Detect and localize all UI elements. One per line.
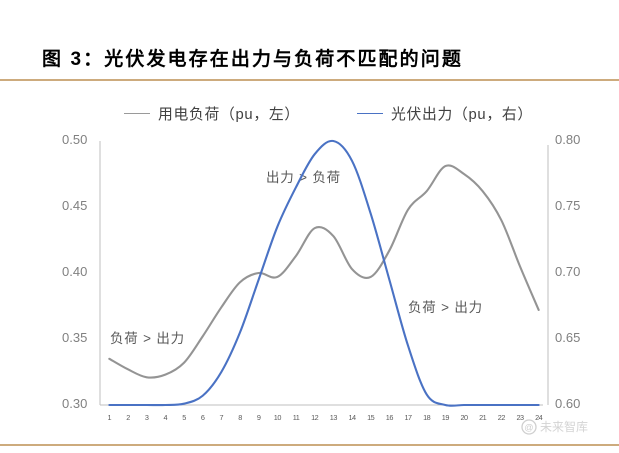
svg-text:@: @ [524,422,533,432]
